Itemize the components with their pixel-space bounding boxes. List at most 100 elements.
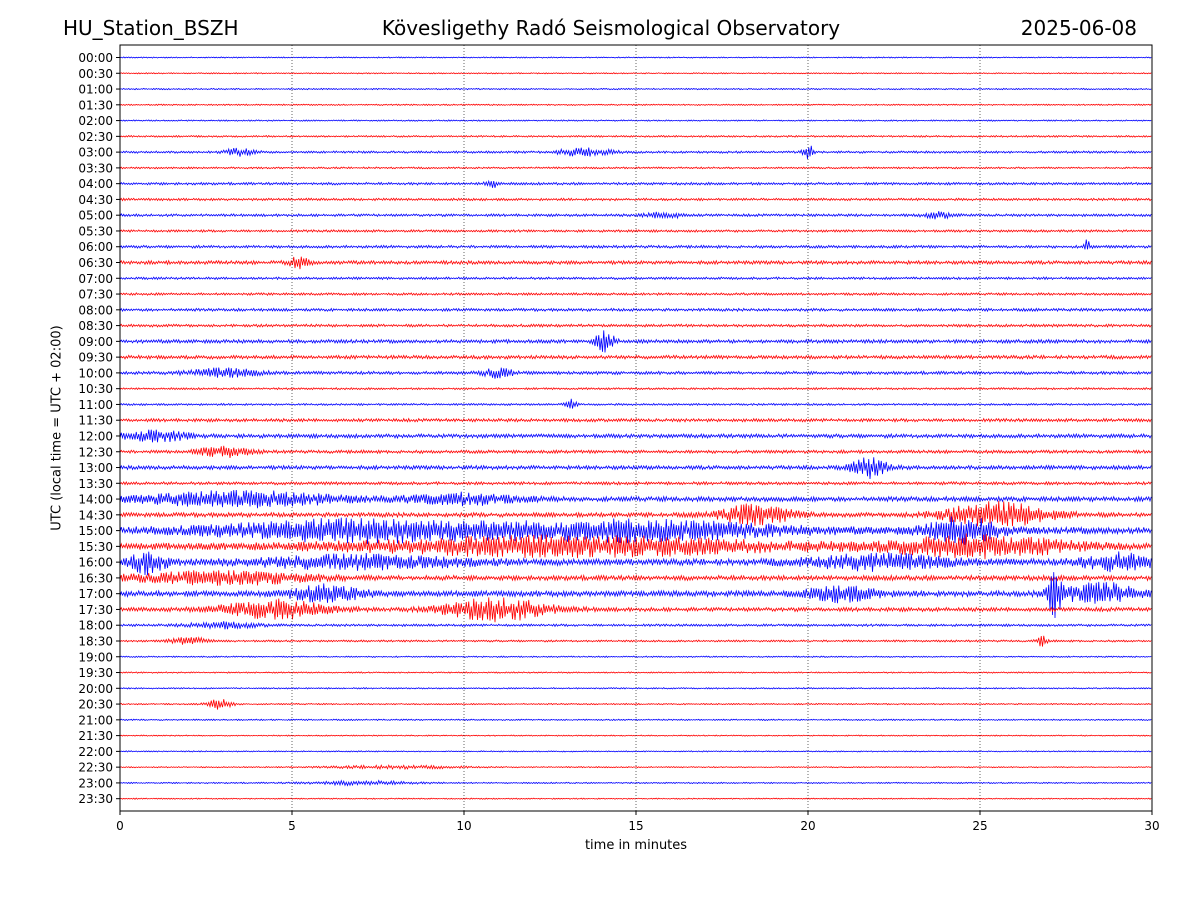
trace-0900 [119, 330, 1152, 353]
y-tick-label: 03:00 [78, 146, 113, 160]
trace-0630 [119, 256, 1152, 270]
trace-1200 [119, 429, 1152, 443]
trace-0400 [119, 179, 1152, 188]
x-tick-label: 0 [116, 819, 124, 833]
trace-0600 [119, 239, 1152, 250]
trace-1600 [119, 551, 1152, 576]
trace-2130 [119, 734, 1152, 737]
y-tick-label: 04:30 [78, 193, 113, 207]
trace-2000 [119, 687, 1152, 690]
y-tick-label: 20:00 [78, 682, 113, 696]
y-tick-label: 12:00 [78, 429, 113, 443]
y-tick-label: 10:30 [78, 382, 113, 396]
trace-0330 [119, 166, 1152, 170]
trace-0100 [119, 87, 1152, 91]
trace-0830 [119, 323, 1152, 328]
trace-0930 [119, 354, 1152, 361]
y-tick-label: 01:00 [78, 83, 113, 97]
y-tick-label: 15:30 [78, 540, 113, 554]
trace-1730 [119, 597, 1152, 623]
x-tick-label: 20 [800, 819, 815, 833]
x-tick-label: 25 [972, 819, 987, 833]
trace-1230 [119, 445, 1152, 458]
y-tick-label: 05:00 [78, 209, 113, 223]
y-tick-label: 13:30 [78, 477, 113, 491]
x-tick-label: 5 [288, 819, 296, 833]
y-tick-label: 03:30 [78, 161, 113, 175]
y-tick-label: 14:30 [78, 508, 113, 522]
y-tick-label: 20:30 [78, 698, 113, 712]
x-axis-ticks: 0 5 10 15 20 25 30 [116, 811, 1160, 833]
y-tick-label: 19:00 [78, 650, 113, 664]
y-tick-label: 08:30 [78, 319, 113, 333]
y-tick-label: 10:00 [78, 366, 113, 380]
trace-2330 [119, 797, 1152, 800]
y-tick-label: 09:00 [78, 335, 113, 349]
trace-1130 [119, 417, 1152, 423]
x-tick-label: 30 [1144, 819, 1159, 833]
y-tick-label: 16:00 [78, 556, 113, 570]
trace-0230 [119, 134, 1152, 138]
y-tick-label: 19:30 [78, 666, 113, 680]
y-tick-label: 07:30 [78, 288, 113, 302]
trace-1100 [119, 398, 1152, 409]
y-tick-label: 23:30 [78, 792, 113, 806]
y-tick-label: 12:30 [78, 445, 113, 459]
y-tick-label: 11:00 [78, 398, 113, 412]
station-name: HU_Station_BSZH [63, 16, 239, 40]
y-tick-label: 09:30 [78, 351, 113, 365]
trace-1030 [119, 386, 1152, 391]
trace-1830 [119, 635, 1152, 647]
trace-0700 [119, 276, 1152, 281]
x-axis-label: time in minutes [584, 838, 688, 853]
trace-2030 [119, 699, 1152, 710]
trace-0200 [119, 119, 1152, 122]
y-tick-label: 18:00 [78, 619, 113, 633]
y-tick-label: 11:30 [78, 414, 113, 428]
trace-layer [119, 56, 1152, 800]
y-tick-label: 06:30 [78, 256, 113, 270]
trace-0030 [119, 72, 1152, 75]
y-tick-label: 21:00 [78, 713, 113, 727]
y-axis-label: UTC (local time = UTC + 02:00) [49, 325, 65, 531]
x-tick-label: 15 [628, 819, 643, 833]
y-tick-label: 14:00 [78, 493, 113, 507]
trace-1700 [119, 572, 1152, 619]
trace-0530 [119, 229, 1152, 233]
y-tick-label: 15:00 [78, 524, 113, 538]
trace-2230 [119, 764, 1152, 771]
y-tick-label: 17:00 [78, 587, 113, 601]
y-tick-label: 21:30 [78, 729, 113, 743]
trace-1000 [119, 367, 1152, 379]
trace-1630 [119, 570, 1152, 586]
y-tick-label: 13:00 [78, 461, 113, 475]
chart-title: Kövesligethy Radó Seismological Observat… [381, 16, 841, 40]
trace-1300 [119, 457, 1152, 479]
y-tick-label: 01:30 [78, 98, 113, 112]
trace-0500 [119, 211, 1152, 220]
y-tick-label: 02:00 [78, 114, 113, 128]
chart-date: 2025-06-08 [1020, 16, 1137, 40]
x-tick-label: 10 [456, 819, 471, 833]
y-tick-label: 04:00 [78, 177, 113, 191]
gridline-layer [291, 45, 981, 811]
trace-0800 [119, 307, 1152, 313]
y-tick-label: 07:00 [78, 272, 113, 286]
trace-0000 [119, 56, 1152, 59]
y-tick-label: 08:00 [78, 303, 113, 317]
y-tick-label: 00:30 [78, 67, 113, 81]
trace-1930 [119, 671, 1152, 674]
y-tick-label: 23:00 [78, 776, 113, 790]
y-tick-label: 17:30 [78, 603, 113, 617]
trace-2300 [119, 779, 1152, 787]
y-tick-label: 22:00 [78, 745, 113, 759]
y-tick-label: 06:00 [78, 240, 113, 254]
y-tick-label: 05:30 [78, 224, 113, 238]
trace-0300 [119, 145, 1152, 160]
y-tick-label: 00:00 [78, 51, 113, 65]
trace-1800 [119, 621, 1152, 631]
trace-0130 [119, 103, 1152, 107]
trace-1330 [119, 480, 1152, 486]
